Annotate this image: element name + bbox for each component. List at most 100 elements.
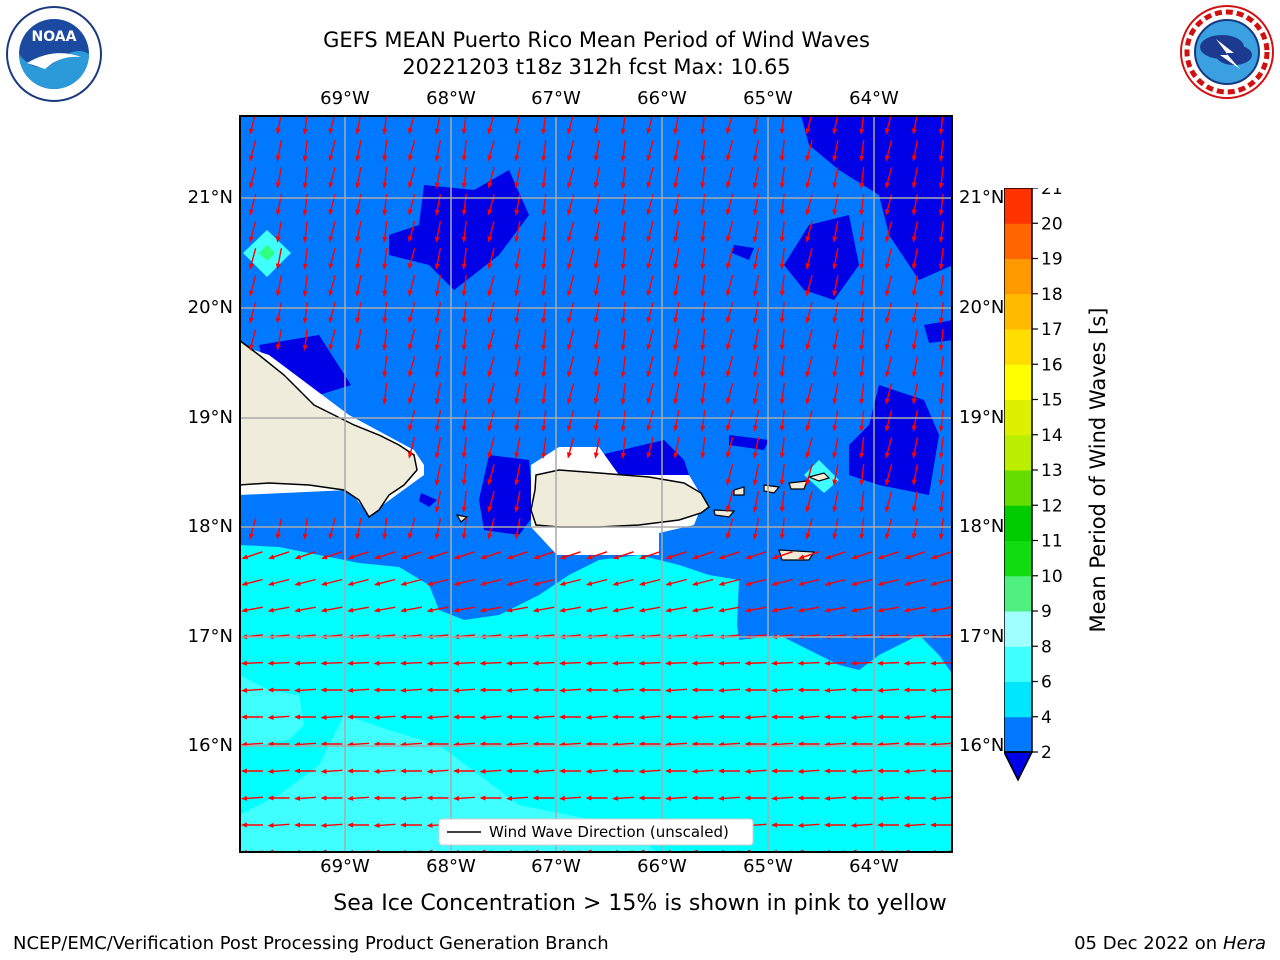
wave-direction-arrow [487,329,495,351]
wave-direction-arrow [593,248,601,270]
wave-direction-arrow [700,410,706,432]
wave-direction-arrow [434,140,442,162]
wave-direction-arrow [700,167,706,189]
wave-direction-arrow [400,578,422,586]
lat-tick-label: 21°N [959,187,1005,208]
wave-direction-arrow [373,606,396,613]
wave-direction-arrow [506,795,529,801]
wave-direction-arrow [691,578,714,586]
wave-direction-arrow [275,221,283,243]
wave-direction-arrow [824,714,846,720]
wave-direction-arrow [585,795,608,801]
wave-direction-arrow [479,714,502,720]
lon-tick-label: 64°W [849,88,899,109]
wave-direction-arrow [461,140,467,162]
colorbar-tick-label: 19 [1041,250,1063,270]
wave-direction-arrow [267,795,290,801]
wave-direction-arrow [805,302,813,324]
wave-direction-arrow [938,140,944,162]
wave-direction-arrow [541,167,547,189]
wave-direction-arrow [461,302,467,324]
wave-direction-arrow [646,140,654,162]
wave-direction-arrow [487,140,495,162]
wave-direction-arrow [302,140,308,162]
wave-direction-arrow [382,248,388,270]
colorbar-tick-label: 10 [1041,567,1063,587]
wave-direction-arrow [752,302,760,324]
wave-direction-arrow [938,356,944,378]
wave-direction-arrow [718,714,740,720]
wave-direction-arrow [797,660,820,666]
wave-direction-arrow [249,302,257,324]
wave-direction-arrow [824,768,846,774]
colorbar-tick-label: 2 [1041,743,1052,763]
wave-direction-arrow [752,329,760,351]
wave-direction-arrow [249,329,257,351]
wave-direction-arrow [798,551,820,560]
wave-direction-arrow [620,248,626,270]
wave-direction-arrow [487,464,495,486]
wave-direction-arrow [585,578,608,586]
wave-direction-arrow [771,551,793,560]
wave-direction-arrow [859,302,865,324]
wave-direction-arrow [673,329,680,351]
wave-direction-arrow [700,437,706,459]
wave-direction-arrow [461,383,467,405]
wave-direction-arrow [275,167,283,189]
wave-direction-arrow [347,687,370,693]
colorbar-cell [1004,716,1032,753]
wave-direction-arrow [400,768,422,774]
graticule [239,115,953,853]
wave-direction-arrow [752,518,760,540]
wave-direction-arrow [885,302,893,324]
wave-direction-arrow [541,275,547,297]
wave-direction-arrow [877,551,899,560]
wave-direction-arrow [877,606,899,613]
wave-direction-arrow [824,795,847,801]
wave-direction-arrow [532,714,555,720]
wave-direction-arrow [408,356,416,378]
wave-direction-arrow [453,687,476,693]
colorbar-cell [1004,188,1032,224]
lon-tick-label: 64°W [849,856,899,877]
wave-direction-arrow [726,518,734,540]
wave-direction-arrow [434,383,442,405]
wave-direction-arrow [506,660,529,666]
wave-direction-arrow [718,551,740,560]
wave-direction-arrow [911,410,919,432]
wave-direction-arrow [267,578,290,586]
wave-direction-arrow [408,221,416,243]
wave-direction-arrow [700,356,706,378]
wave-direction-arrow [877,768,899,774]
lon-tick-label: 69°W [320,856,370,877]
wave-direction-arrow [832,329,839,351]
wave-direction-arrow [514,275,521,297]
wave-direction-arrow [726,464,734,486]
wave-direction-arrow [241,551,263,560]
wave-direction-arrow [267,660,290,666]
wave-direction-arrow [673,383,680,405]
wave-direction-arrow [382,518,388,540]
colorbar-cell [1004,364,1032,400]
wave-direction-arrow [805,167,813,189]
wave-direction-arrow [487,383,495,405]
wave-direction-arrow [514,221,521,243]
wave-direction-arrow [567,437,575,459]
wave-direction-arrow [938,518,944,540]
wave-direction-arrow [249,275,257,297]
wave-direction-arrow [593,140,601,162]
wave-direction-arrow [930,795,953,801]
colorbar-tick-label: 15 [1041,391,1063,411]
wave-direction-arrow [911,464,919,486]
wave-direction-arrow [779,491,785,513]
wave-direction-arrow [479,578,502,586]
wave-direction-arrow [779,464,785,486]
wave-direction-arrow [479,687,502,693]
wave-direction-arrow [532,578,555,586]
wave-direction-arrow [453,551,475,560]
wave-direction-arrow [665,768,687,774]
wave-direction-arrow [453,606,475,613]
wave-direction-arrow [850,578,873,586]
wave-direction-arrow [514,140,521,162]
wave-direction-arrow [805,410,813,432]
